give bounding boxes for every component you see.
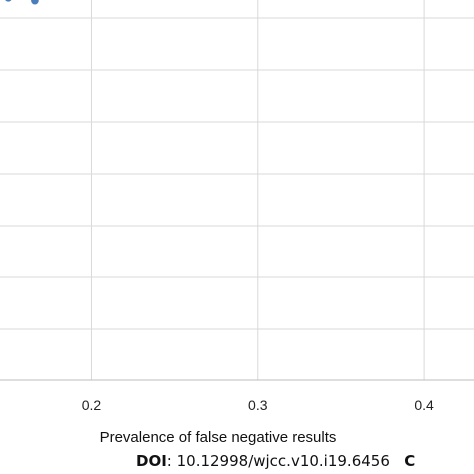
x-tick-label: 0.2 bbox=[82, 397, 102, 413]
doi-label: DOI bbox=[136, 452, 167, 470]
data-point bbox=[31, 0, 39, 5]
grid-lines bbox=[0, 0, 474, 380]
doi-caption: DOI: 10.12998/wjcc.v10.i19.6456 C bbox=[136, 452, 415, 470]
doi-value: : 10.12998/wjcc.v10.i19.6456 bbox=[166, 452, 390, 470]
data-point bbox=[5, 0, 12, 2]
x-tick-labels: 0.2 0.3 0.4 bbox=[82, 397, 434, 413]
data-points bbox=[5, 0, 39, 5]
x-tick-label: 0.3 bbox=[248, 397, 268, 413]
caption-trailing: C bbox=[404, 452, 416, 470]
x-tick-label: 0.4 bbox=[414, 397, 434, 413]
x-axis-label: Prevalence of false negative results bbox=[100, 429, 337, 446]
